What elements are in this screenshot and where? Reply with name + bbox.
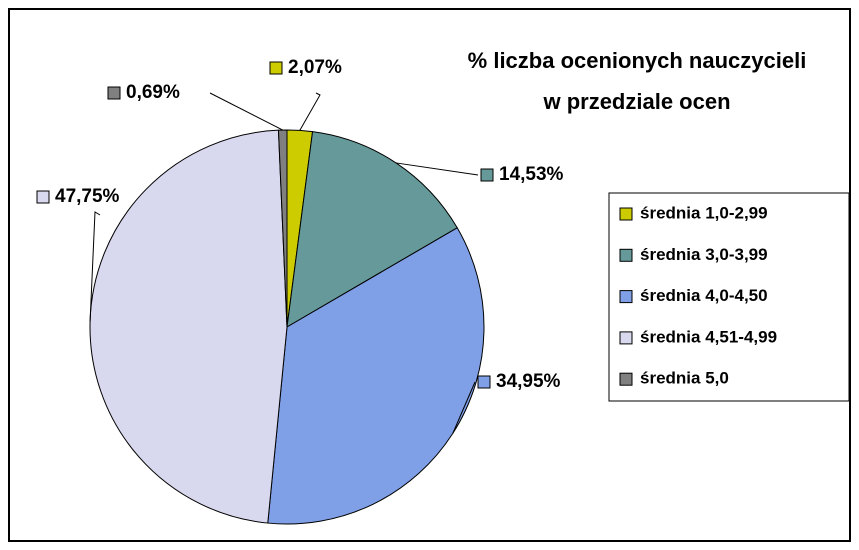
label-swatch <box>107 86 121 100</box>
legend-label: średnia 4,0-4,50 <box>640 286 768 305</box>
legend-swatch <box>619 372 633 386</box>
data-label: 14,53% <box>499 164 564 185</box>
label-swatch <box>477 375 491 389</box>
data-label: 34,95% <box>496 371 561 392</box>
label-swatch <box>480 168 494 182</box>
data-label: 0,69% <box>126 82 180 103</box>
data-label: 2,07% <box>288 57 342 78</box>
legend-label: średnia 3,0-3,99 <box>640 245 768 264</box>
legend-swatch <box>619 207 633 221</box>
label-swatch <box>36 190 50 204</box>
legend-swatch <box>619 290 633 304</box>
leader-line <box>452 381 476 434</box>
legend-box <box>608 192 850 402</box>
data-label: 47,75% <box>55 186 120 207</box>
legend-swatch <box>619 331 633 345</box>
legend-label: średnia 4,51-4,99 <box>640 327 777 346</box>
legend-label: średnia 5,0 <box>640 369 729 388</box>
leader-line <box>89 211 101 322</box>
leader-line <box>209 92 283 131</box>
leader-line <box>299 92 321 131</box>
chart-title: % liczba ocenionych nauczycieli <box>468 48 807 73</box>
legend-label: średnia 1,0-2,99 <box>640 203 768 222</box>
chart-title: w przedziale ocen <box>542 89 730 114</box>
leader-line <box>395 162 479 176</box>
label-swatch <box>269 61 283 75</box>
legend-swatch <box>619 248 633 262</box>
